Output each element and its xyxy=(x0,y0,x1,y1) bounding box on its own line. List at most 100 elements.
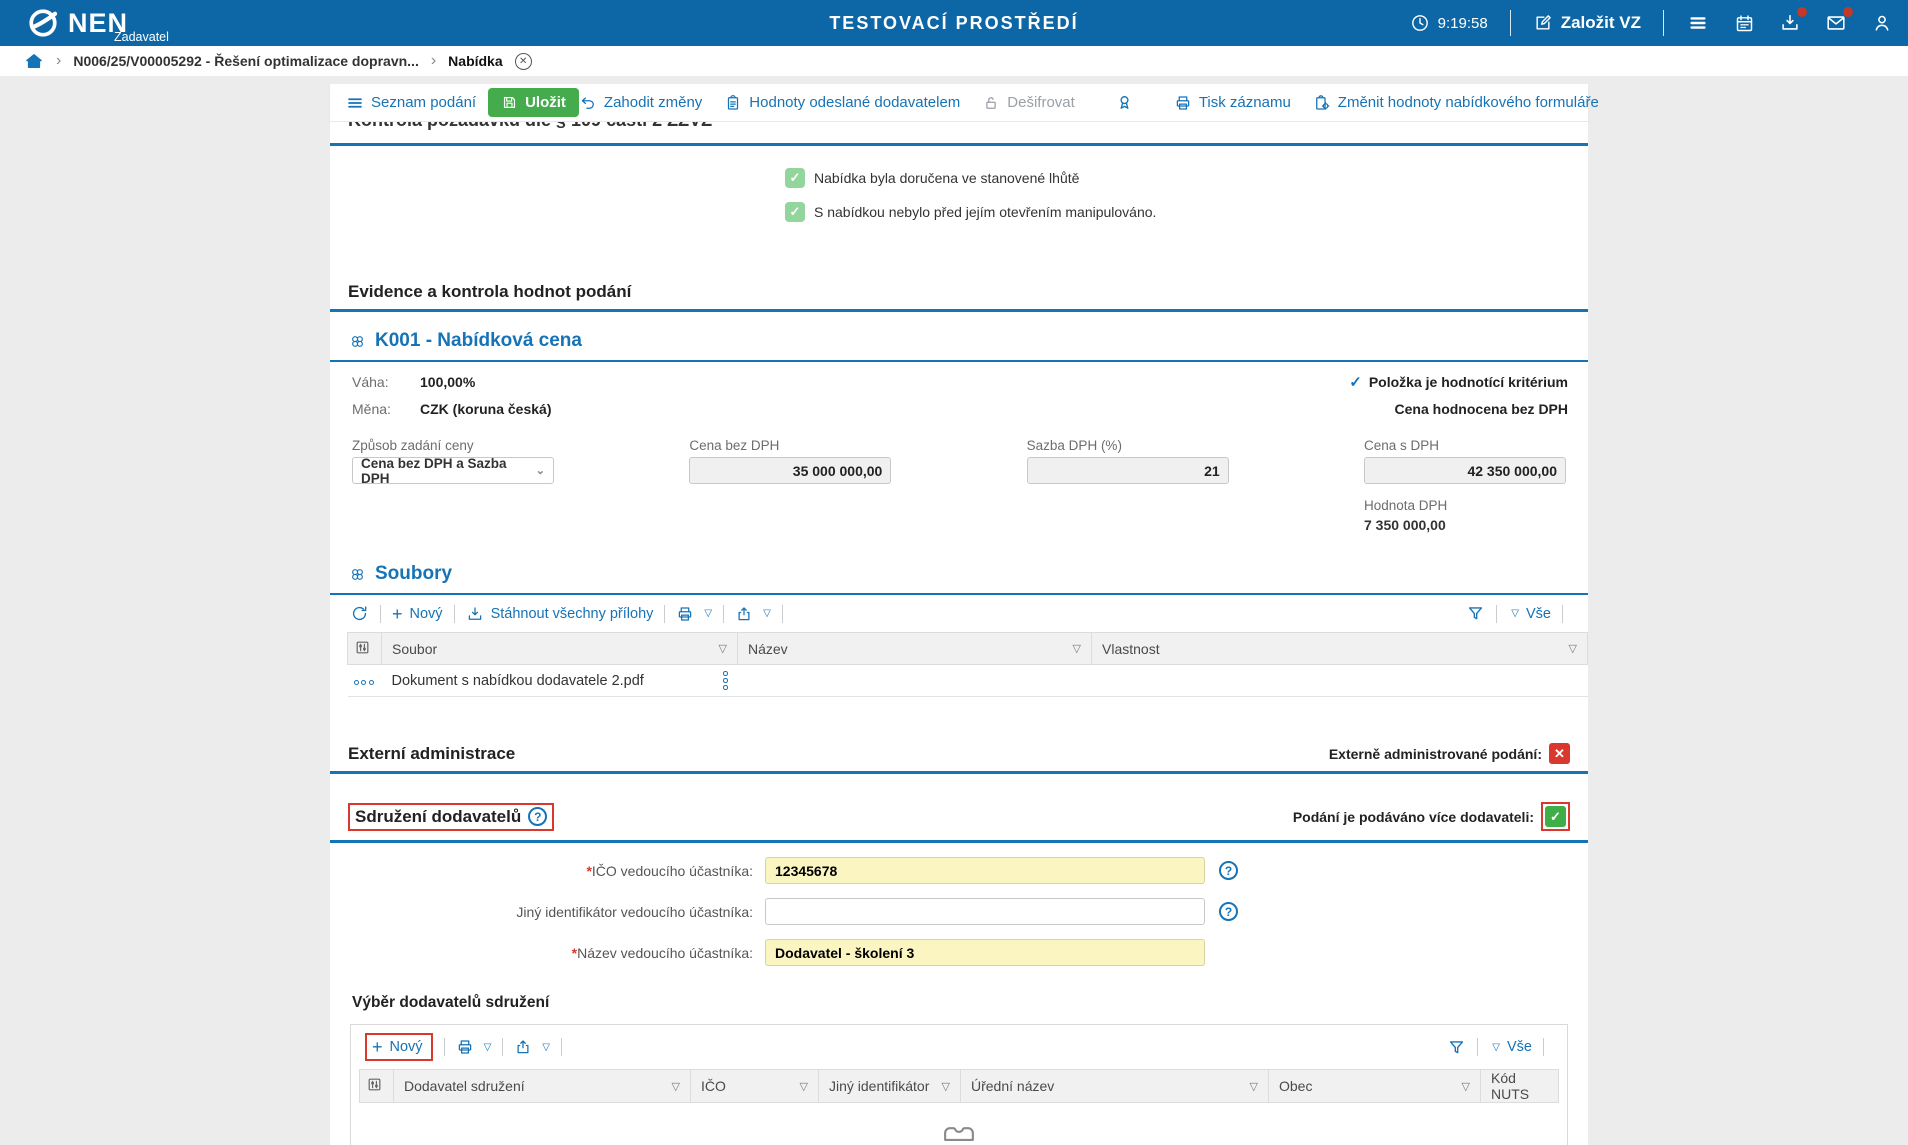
session-time: 9:19:58 xyxy=(1437,14,1488,32)
download-all-attachments-button[interactable]: Stáhnout všechny přílohy xyxy=(466,605,653,623)
chevron-down-icon: ⌄ xyxy=(535,465,545,477)
notification-dot xyxy=(1843,7,1853,17)
column-settings-button[interactable] xyxy=(359,1069,394,1103)
help-icon[interactable]: ? xyxy=(1219,861,1238,880)
vyber-table: Dodavatel sdružení ▽ IČO ▽ Jiný identifiká… xyxy=(359,1069,1559,1103)
other-identifier-field[interactable] xyxy=(765,898,1205,925)
list-icon xyxy=(348,97,362,108)
save-button[interactable]: Uložit xyxy=(488,88,579,117)
file-name[interactable]: Dokument s nabídkou dodavatele 2.pdf xyxy=(391,672,644,689)
supplier-values-label: Hodnoty odeslané dodavatelem xyxy=(749,94,961,111)
menu-button[interactable] xyxy=(1686,11,1710,35)
printer-icon xyxy=(458,1040,471,1054)
supplier-values-button[interactable]: Hodnoty odeslané dodavatelem xyxy=(724,94,960,112)
save-label: Uložit xyxy=(525,94,566,111)
column-header-uredni-nazev[interactable]: Úřední název ▽ xyxy=(960,1069,1269,1103)
checked-flag-icon[interactable]: ✓ xyxy=(1545,806,1566,827)
filter-caret-icon[interactable]: ▽ xyxy=(1072,643,1081,655)
filter-caret-icon[interactable]: ▽ xyxy=(1568,643,1577,655)
filter-button[interactable] xyxy=(1466,604,1485,623)
unlock-icon xyxy=(986,96,997,109)
leader-name-field[interactable] xyxy=(765,939,1205,966)
hamburger-icon xyxy=(1690,17,1706,29)
column-header-jiny-identifikator[interactable]: Jiný identifikátor ▽ xyxy=(818,1069,961,1103)
column-header-soubor[interactable]: Soubor ▽ xyxy=(381,632,738,665)
evaluation-criterion-flag: ✓ Položka je hodnotící kritérium xyxy=(1349,373,1568,391)
refresh-icon xyxy=(352,606,367,621)
filter-caret-icon[interactable]: ▽ xyxy=(718,643,727,655)
home-icon[interactable] xyxy=(24,51,44,71)
filter-caret-icon[interactable]: ▽ xyxy=(941,1080,950,1093)
price-entry-method-label: Způsob zadání ceny xyxy=(352,438,474,453)
column-header-ico[interactable]: IČO ▽ xyxy=(690,1069,819,1103)
divider xyxy=(453,604,455,623)
print-list-button[interactable]: ▽ xyxy=(676,605,712,623)
divider xyxy=(723,604,725,623)
column-header-obec[interactable]: Obec ▽ xyxy=(1268,1069,1481,1103)
close-tab-icon[interactable]: ✕ xyxy=(514,52,532,70)
sdruzeni-title: Sdružení dodavatelů xyxy=(355,806,522,826)
create-vz-button[interactable]: Založit VZ xyxy=(1533,13,1641,33)
extern-admin-title: Externí administrace xyxy=(348,743,516,763)
checked-checkbox-icon: ✓ xyxy=(785,168,805,188)
refresh-button[interactable] xyxy=(350,604,369,623)
show-all-button[interactable]: ▽ Vše xyxy=(1489,1039,1532,1055)
price-entry-method-select[interactable]: Cena bez DPH a Sazba DPH ⌄ xyxy=(352,456,554,486)
show-all-button[interactable]: ▽ Vše xyxy=(1508,606,1551,622)
filter-caret-icon[interactable]: ▽ xyxy=(671,1080,680,1093)
column-settings-button[interactable] xyxy=(347,632,382,665)
mena-label: Měna: xyxy=(352,401,391,417)
highlight-box: ✓ xyxy=(1541,802,1570,831)
person-icon xyxy=(1875,15,1889,31)
column-header-kod-nuts[interactable]: Kód NUTS xyxy=(1480,1069,1559,1103)
brand-subtitle: Zadavatel xyxy=(114,30,169,44)
new-supplier-label: Nový xyxy=(389,1039,423,1055)
column-header-nazev[interactable]: Název ▽ xyxy=(737,632,1092,665)
column-header-vlastnost[interactable]: Vlastnost ▽ xyxy=(1091,632,1588,665)
breadcrumb-item-nabidka[interactable]: Nabídka xyxy=(448,53,503,69)
certificate-button[interactable] xyxy=(1097,93,1152,112)
filter-button[interactable] xyxy=(1447,1038,1466,1057)
envelope-icon xyxy=(1827,16,1845,30)
column-header-dodavatel[interactable]: Dodavatel sdružení ▽ xyxy=(393,1069,691,1103)
breadcrumb-chevron: › xyxy=(56,52,62,69)
seznam-podani-button[interactable]: Seznam podání xyxy=(346,94,476,112)
extern-admin-header: Externí administrace Externě administrov… xyxy=(330,697,1588,771)
nen-logo[interactable]: NEN Zadavatel xyxy=(26,6,169,44)
help-icon[interactable]: ? xyxy=(1219,902,1238,921)
multi-supplier-label: Podání je podáváno více dodavateli: xyxy=(1292,808,1534,825)
messages-button[interactable] xyxy=(1824,7,1853,35)
export-button[interactable]: ▽ xyxy=(735,605,771,623)
unchecked-flag-icon[interactable]: ✕ xyxy=(1549,743,1570,764)
filter-caret-icon[interactable]: ▽ xyxy=(1249,1080,1258,1093)
divider xyxy=(502,1038,504,1056)
filter-caret-icon[interactable]: ▽ xyxy=(1461,1080,1470,1093)
discard-changes-button[interactable]: Zahodit změny xyxy=(579,94,702,112)
row-actions-icon[interactable] xyxy=(723,671,728,690)
price-without-vat-field xyxy=(689,457,892,484)
row-menu-icon[interactable] xyxy=(353,679,374,685)
help-icon[interactable]: ? xyxy=(528,807,548,826)
soubory-toolbar: + Nový Stáhnout všechny přílohy ▽ ▽ xyxy=(330,595,1588,632)
breadcrumb-chevron: › xyxy=(430,52,437,69)
print-list-button[interactable]: ▽ xyxy=(456,1038,491,1056)
calendar-button[interactable] xyxy=(1732,11,1756,35)
edit-icon xyxy=(1536,15,1551,30)
table-row[interactable]: Dokument s nabídkou dodavatele 2.pdf xyxy=(347,664,1588,697)
column-label: Vlastnost xyxy=(1102,640,1160,657)
change-form-values-button[interactable]: Změnit hodnoty nabídkového formuláře xyxy=(1313,94,1599,112)
inbox-download-button[interactable] xyxy=(1778,7,1807,35)
caret-down-icon: ▽ xyxy=(542,1041,550,1053)
caret-down-icon: ▽ xyxy=(1511,608,1519,619)
export-button[interactable]: ▽ xyxy=(514,1038,550,1056)
ico-field[interactable] xyxy=(765,857,1205,884)
section-rule xyxy=(330,360,1588,362)
print-record-button[interactable]: Tisk záznamu xyxy=(1174,94,1291,112)
breadcrumb-item-procurement[interactable]: N006/25/V00005292 - Řešení optimalizace … xyxy=(73,53,419,69)
new-supplier-button[interactable]: + Nový xyxy=(372,1038,423,1056)
new-file-button[interactable]: + Nový xyxy=(392,605,443,623)
profile-button[interactable] xyxy=(1870,11,1894,35)
filter-caret-icon[interactable]: ▽ xyxy=(799,1080,808,1093)
print-record-label: Tisk záznamu xyxy=(1198,94,1291,111)
divider xyxy=(1509,10,1511,36)
